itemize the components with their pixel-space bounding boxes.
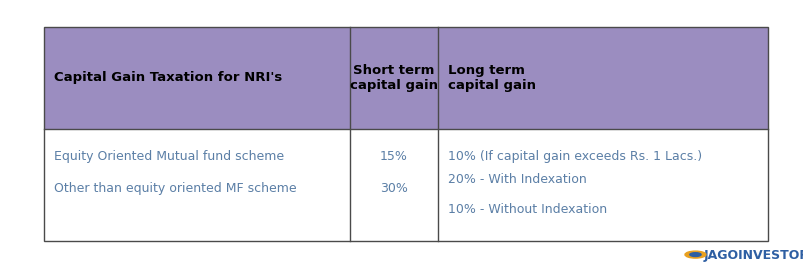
Circle shape [689,253,700,256]
Text: 30%: 30% [380,182,407,195]
FancyBboxPatch shape [44,27,767,129]
Circle shape [684,251,705,258]
Text: Capital Gain Taxation for NRI's: Capital Gain Taxation for NRI's [54,71,282,84]
Text: Equity Oriented Mutual fund scheme: Equity Oriented Mutual fund scheme [54,150,283,163]
Text: 10% (If capital gain exceeds Rs. 1 Lacs.): 10% (If capital gain exceeds Rs. 1 Lacs.… [447,150,701,163]
Text: 10% - Without Indexation: 10% - Without Indexation [447,203,606,216]
Text: 15%: 15% [380,150,407,163]
Text: JAGOINVESTOR: JAGOINVESTOR [703,250,803,262]
Text: Other than equity oriented MF scheme: Other than equity oriented MF scheme [54,182,296,195]
FancyBboxPatch shape [44,129,767,241]
Text: Short term
capital gain: Short term capital gain [349,64,438,92]
Text: 20% - With Indexation: 20% - With Indexation [447,173,586,186]
Text: Long term
capital gain: Long term capital gain [447,64,535,92]
